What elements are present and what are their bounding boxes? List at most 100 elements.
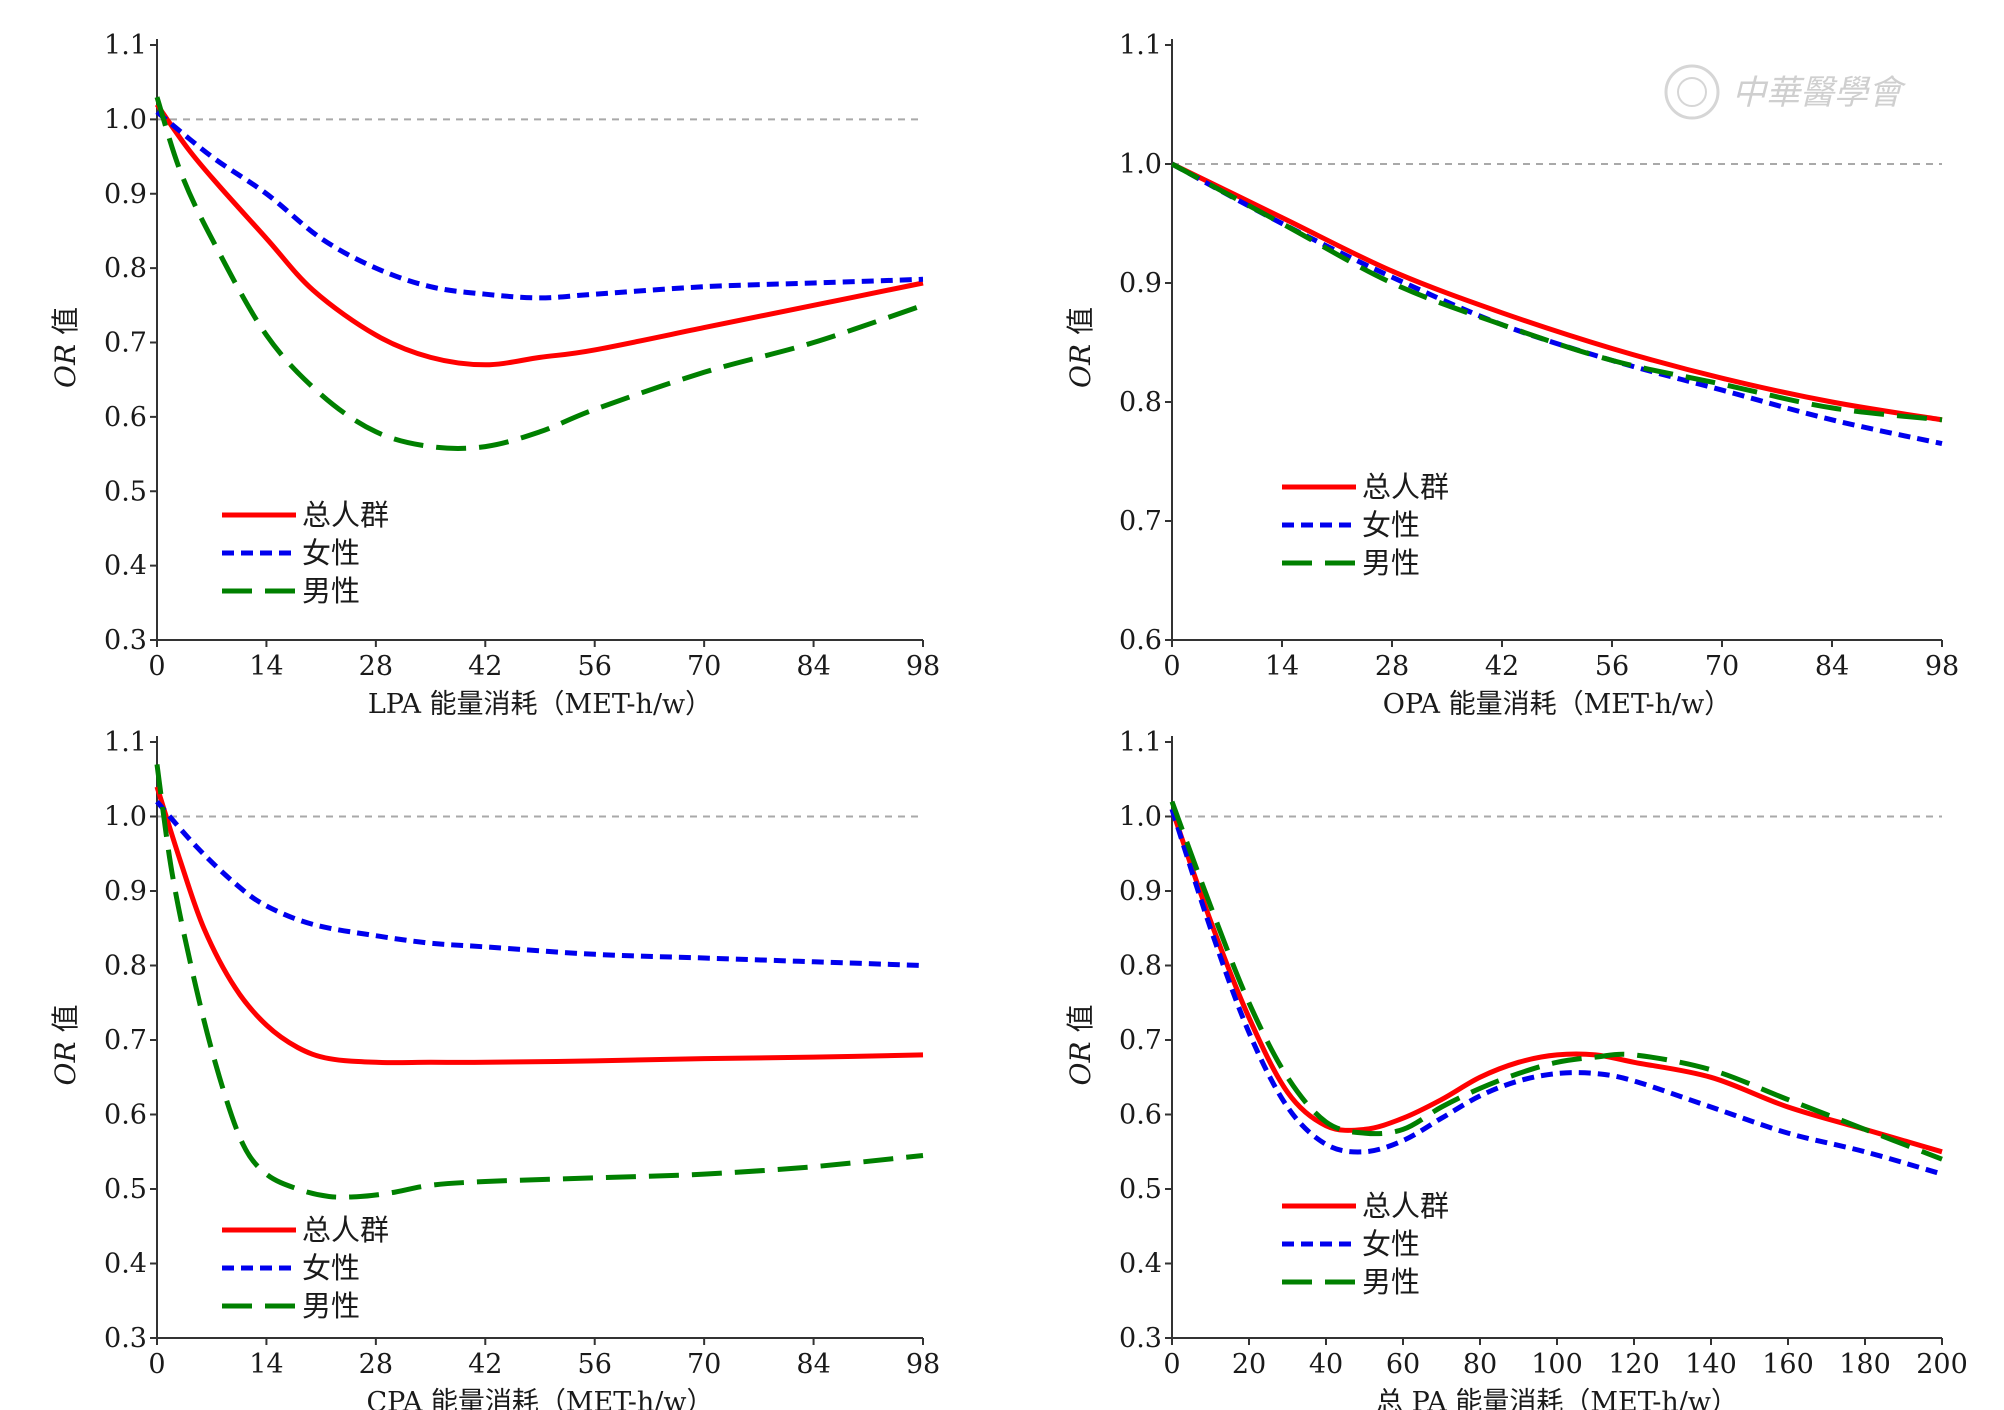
y-tick-label: 0.9	[104, 876, 147, 907]
y-tick-label: 0.8	[1119, 387, 1162, 418]
x-tick-label: 42	[468, 651, 502, 682]
x-tick-label: 70	[1705, 651, 1739, 682]
x-tick-label: 28	[359, 1349, 393, 1380]
x-tick-label: 14	[249, 1349, 283, 1380]
series-line-2	[1169, 800, 1943, 1162]
x-tick-label: 100	[1531, 1349, 1583, 1380]
x-tick-label: 98	[1925, 651, 1959, 682]
y-tick-label: 0.7	[1119, 1025, 1162, 1056]
series-line-2	[154, 764, 924, 1200]
x-tick-label: 56	[578, 651, 612, 682]
x-tick-label: 160	[1762, 1349, 1814, 1380]
legend-label: 女性	[1362, 1227, 1420, 1261]
y-tick-label: 0.6	[104, 1100, 147, 1131]
y-tick-label: 0.6	[1119, 1100, 1162, 1131]
x-axis-label: 总 PA 能量消耗（MET-h/w）	[1376, 1387, 1738, 1410]
x-tick-label: 42	[468, 1349, 502, 1380]
y-tick-label: 1.1	[1119, 30, 1162, 61]
y-tick-label: 1.1	[104, 727, 147, 758]
x-tick-label: 98	[906, 1349, 940, 1380]
x-tick-label: 56	[1595, 651, 1629, 682]
series-line-2	[1170, 161, 1943, 423]
y-tick-label: 1.0	[1119, 149, 1162, 180]
y-tick-label: 0.9	[104, 179, 147, 210]
y-tick-label: 0.8	[104, 951, 147, 982]
x-tick-label: 28	[359, 651, 393, 682]
x-tick-label: 180	[1839, 1349, 1891, 1380]
x-tick-label: 20	[1232, 1349, 1266, 1380]
x-tick-label: 40	[1309, 1349, 1343, 1380]
x-tick-label: 70	[687, 651, 721, 682]
legend-label: 女性	[1362, 508, 1420, 542]
x-tick-label: 84	[796, 651, 830, 682]
x-tick-label: 200	[1916, 1349, 1968, 1380]
series-line-1	[155, 799, 924, 968]
y-tick-label: 1.0	[1119, 802, 1162, 833]
y-tick-label: 0.5	[1119, 1174, 1162, 1205]
y-tick-label: 0.8	[1119, 951, 1162, 982]
legend-label: 女性	[302, 1251, 360, 1285]
x-tick-label: 84	[1815, 651, 1849, 682]
series-line-1	[1170, 161, 1943, 447]
series-line-1	[1169, 808, 1943, 1177]
x-tick-label: 60	[1386, 1349, 1420, 1380]
x-tick-label: 14	[1265, 651, 1299, 682]
watermark: 中華醫學會	[1664, 64, 1907, 120]
x-tick-label: 28	[1375, 651, 1409, 682]
legend-label: 男性	[1362, 1265, 1420, 1299]
legend-label: 男性	[302, 1289, 360, 1323]
y-tick-label: 0.8	[104, 253, 147, 284]
seal-icon	[1664, 64, 1720, 120]
x-tick-label: 0	[148, 1349, 165, 1380]
y-tick-label: 0.9	[1119, 876, 1162, 907]
x-axis-label: LPA 能量消耗（MET-h/w）	[368, 689, 712, 720]
y-tick-label: 0.7	[104, 328, 147, 359]
legend-label: 总人群	[302, 1213, 389, 1247]
x-tick-label: 84	[796, 1349, 830, 1380]
panel-opa: 0.6 0.7 0.8 0.9 1.0 1.1 0 14 28 42 56 70 84 98 OPA 能量消…	[1064, 30, 1959, 720]
legend-label: 总人群	[1362, 470, 1449, 504]
x-axis-label: CPA 能量消耗（MET-h/w）	[366, 1387, 713, 1410]
legend-label: 男性	[1362, 546, 1420, 580]
y-tick-label: 0.6	[1119, 625, 1162, 656]
y-axis-label: OR 值	[49, 307, 82, 388]
x-tick-label: 0	[1163, 651, 1180, 682]
x-tick-label: 0	[1163, 1349, 1180, 1380]
legend-label: 男性	[302, 574, 360, 608]
x-tick-label: 0	[148, 651, 165, 682]
y-tick-label: 1.1	[1119, 727, 1162, 758]
series-line-0	[154, 785, 924, 1066]
y-tick-label: 1.1	[104, 30, 147, 61]
y-tick-label: 0.3	[104, 625, 147, 656]
x-tick-label: 98	[906, 651, 940, 682]
y-tick-label: 0.4	[104, 1249, 147, 1280]
x-tick-label: 140	[1685, 1349, 1737, 1380]
x-tick-label: 14	[249, 651, 283, 682]
series-line-0	[1169, 808, 1943, 1155]
y-tick-label: 0.3	[1119, 1323, 1162, 1354]
x-axis-label: OPA 能量消耗（MET-h/w）	[1383, 689, 1732, 720]
y-axis-label: OR 值	[1064, 307, 1097, 388]
x-tick-label: 42	[1485, 651, 1519, 682]
y-tick-label: 0.9	[1119, 268, 1162, 299]
y-tick-label: 0.5	[104, 1174, 147, 1205]
watermark-text: 中華醫學會	[1732, 73, 1907, 113]
y-tick-label: 1.0	[104, 802, 147, 833]
x-tick-label: 70	[687, 1349, 721, 1380]
y-tick-label: 0.4	[104, 551, 147, 582]
x-tick-label: 56	[578, 1349, 612, 1380]
y-tick-label: 0.7	[104, 1025, 147, 1056]
y-tick-label: 0.3	[104, 1323, 147, 1354]
y-tick-label: 0.4	[1119, 1249, 1162, 1280]
x-tick-label: 120	[1608, 1349, 1660, 1380]
y-tick-label: 0.5	[104, 476, 147, 507]
legend-label: 总人群	[302, 498, 389, 532]
y-tick-label: 1.0	[104, 104, 147, 135]
y-tick-label: 0.7	[1119, 506, 1162, 537]
seal-inner-ring	[1677, 77, 1707, 107]
y-axis-label: OR 值	[49, 1005, 82, 1086]
